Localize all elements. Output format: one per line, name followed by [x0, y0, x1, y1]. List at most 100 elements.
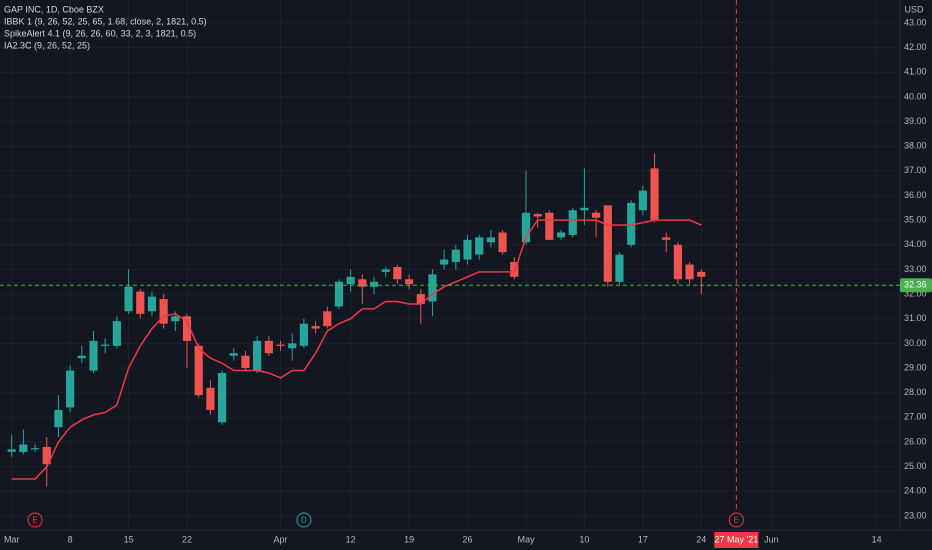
y-tick-label: 39.00 [904, 116, 927, 126]
x-tick-label: Apr [274, 534, 288, 544]
y-tick-label: 23.00 [904, 510, 927, 520]
candle-body [206, 387, 215, 410]
y-tick-label: 27.00 [904, 412, 927, 422]
y-tick-label: 37.00 [904, 165, 927, 175]
candle-body [358, 279, 367, 287]
candle-body [229, 353, 238, 356]
candle-body [662, 237, 671, 240]
indicator-line [11, 219, 702, 480]
x-tick-label: 15 [124, 534, 134, 544]
candle-body [42, 446, 51, 465]
crosshair-tag-label: 27 May '21 [714, 534, 758, 544]
price-tag [900, 278, 932, 293]
y-tick-label: 36.00 [904, 190, 927, 200]
candle-body [627, 202, 636, 245]
axes: 23.00 24.00 25.00 26.00 27.00 28.00 29.00 30.00… [4, 17, 932, 548]
event-label: E [32, 516, 37, 525]
candle-body [685, 264, 694, 280]
indicator-label: IA2.3C (9, 26, 52, 25) [4, 40, 90, 50]
candle-body [89, 340, 98, 371]
y-tick-label: 26.00 [904, 436, 927, 446]
y-tick-label: 41.00 [904, 67, 927, 77]
grid [0, 0, 900, 530]
candle-body [486, 237, 495, 243]
candle-body [428, 274, 437, 302]
x-tick-label: 8 [68, 534, 73, 544]
candle-body [194, 345, 203, 396]
candle-body [101, 344, 110, 346]
candle-body [112, 321, 121, 346]
candle-body [276, 344, 285, 346]
x-tick-label: 14 [872, 534, 882, 544]
y-tick-label: 35.00 [904, 215, 927, 225]
candle-body [545, 212, 554, 240]
currency-label: USD [904, 4, 924, 14]
candle-body [124, 286, 133, 312]
candle-body [241, 355, 250, 369]
candle-body [498, 232, 507, 253]
y-tick-label: 29.00 [904, 362, 927, 372]
candle-body [638, 190, 647, 211]
candle-body [405, 279, 414, 285]
candle-body [147, 296, 157, 312]
candle-body [603, 205, 612, 282]
candle-body [334, 281, 344, 307]
candle-body [697, 271, 706, 277]
x-tick-label: 22 [182, 534, 192, 544]
candle-body [393, 266, 402, 280]
x-tick-label: 12 [346, 534, 356, 544]
x-tick-label: 19 [404, 534, 414, 544]
candle-body [264, 340, 273, 354]
x-tick-label: 26 [463, 534, 473, 544]
y-tick-label: 24.00 [904, 486, 927, 496]
candle-body [650, 168, 659, 221]
candle-body [311, 326, 320, 329]
candle-body [673, 244, 683, 280]
candle-body [440, 259, 449, 265]
candle-body [381, 269, 390, 272]
candle-body [510, 262, 519, 277]
candle-body [299, 323, 308, 346]
indicator-label: SpikeAlert 4.1 (9, 26, 26, 60, 33, 2, 3,… [4, 28, 196, 38]
candle-body [217, 372, 227, 423]
y-tick-label: 31.00 [904, 313, 927, 323]
candle-body [615, 254, 624, 282]
event-marker [296, 512, 312, 528]
candle-body [369, 281, 379, 287]
candle-body [159, 299, 168, 324]
y-tick-label: 43.00 [904, 17, 927, 27]
candle-body [533, 213, 542, 217]
price-tag-label: 32.36 [904, 280, 927, 290]
candle-body [171, 316, 180, 322]
y-tick-label: 25.00 [904, 461, 927, 471]
y-tick-label: 33.00 [904, 264, 927, 274]
candle-body [580, 207, 589, 211]
event-label: D [301, 516, 307, 525]
candle-body [77, 355, 86, 359]
candle-body [463, 239, 472, 260]
indicator-label: IBBK 1 (9, 26, 52, 25, 65, 1.68, close, … [4, 16, 207, 26]
candle-body [592, 212, 601, 218]
candle-body [346, 276, 355, 285]
x-tick-label: Mar [4, 534, 20, 544]
candle-body [451, 249, 460, 263]
candle-body [7, 449, 16, 452]
candle-body [136, 291, 145, 314]
event-marker [27, 512, 43, 528]
y-tick-label: 30.00 [904, 338, 927, 348]
candle-body [288, 343, 297, 349]
y-tick-label: 38.00 [904, 141, 927, 151]
x-tick-label: Jun [764, 534, 779, 544]
candle-body [568, 210, 577, 235]
candle-body [182, 316, 192, 341]
candle-body [30, 448, 40, 450]
candle-body [521, 212, 531, 243]
x-tick-label: 10 [579, 534, 589, 544]
y-tick-label: 42.00 [904, 42, 927, 52]
candle-body [475, 237, 484, 255]
x-tick-label: May [517, 534, 535, 544]
